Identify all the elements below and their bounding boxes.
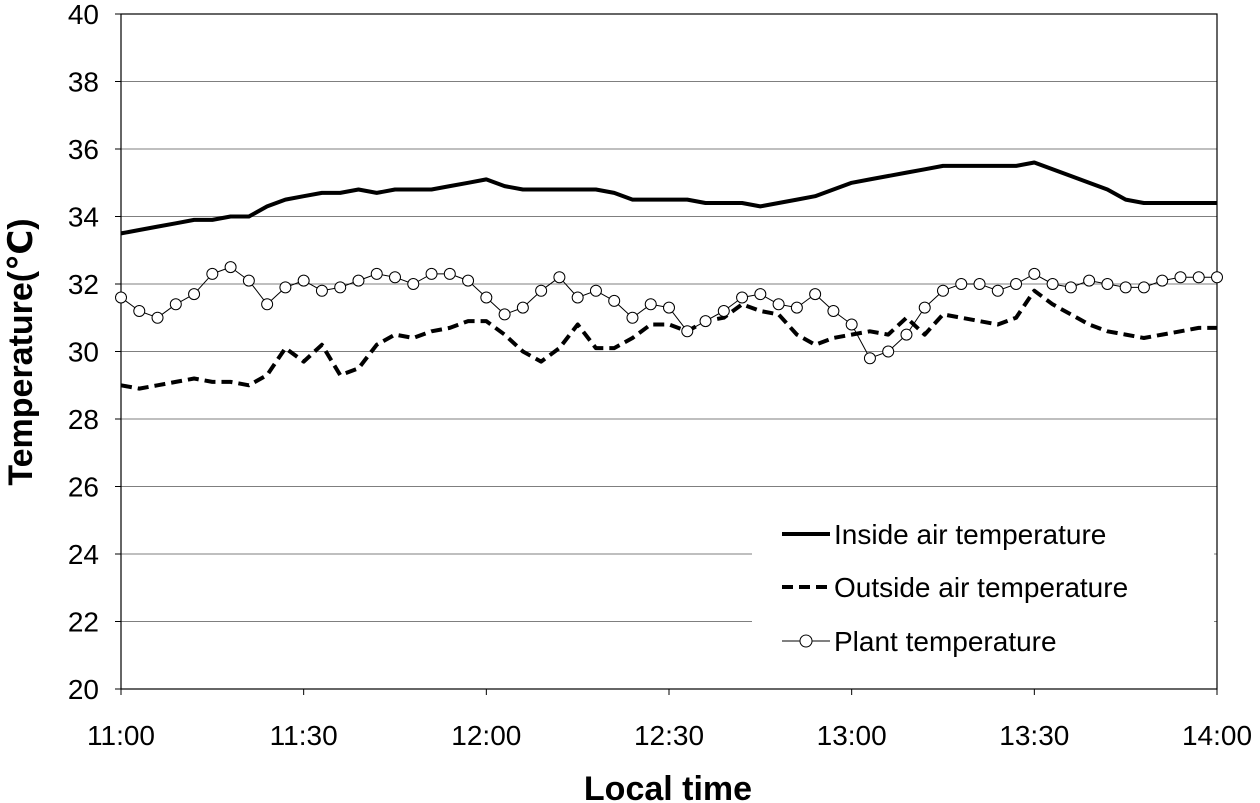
y-tick-label-38: 38	[68, 67, 99, 98]
y-axis-title: Temperature(℃)	[2, 218, 40, 485]
plant-temp-point-3	[169, 298, 182, 311]
y-tick-label-22: 22	[68, 607, 99, 638]
plant-temp-point-47	[973, 278, 986, 290]
y-tick-label-32: 32	[68, 269, 99, 300]
plant-temp-point-48	[991, 284, 1004, 297]
plant-temp-point-13	[352, 274, 365, 287]
legend-swatch-plant-marker	[799, 634, 813, 648]
plant-temp-point-1	[133, 305, 146, 317]
x-tick-label-11:30: 11:30	[270, 720, 338, 751]
plant-temp-point-8	[261, 298, 274, 311]
plant-temp-point-7	[242, 274, 255, 287]
plant-temp-point-4	[188, 288, 201, 301]
plant-temp-point-6	[224, 261, 237, 274]
plant-temp-point-44	[918, 301, 931, 314]
plant-temp-point-60	[1211, 271, 1223, 284]
plant-temp-point-11	[315, 284, 328, 297]
data-series	[115, 160, 1223, 391]
plant-temp-point-31	[681, 325, 694, 338]
plant-temp-point-9	[279, 281, 292, 294]
y-tick-label-26: 26	[68, 472, 99, 503]
plant-temp-point-16	[407, 278, 420, 290]
y-tick-label-20: 20	[68, 674, 99, 705]
plant-temp-point-33	[717, 305, 730, 317]
x-tick-label-13:00: 13:00	[817, 720, 887, 751]
plant-temp-point-10	[297, 274, 310, 287]
x-axis-title: Local time	[584, 770, 752, 803]
legend-label-outside: Outside air temperature	[834, 572, 1128, 603]
plant-temp-point-2	[151, 311, 164, 324]
plant-temp-point-20	[480, 291, 493, 304]
plant-temp-point-0	[115, 291, 127, 304]
plant-temp-point-54	[1101, 278, 1114, 290]
x-axis-tick-labels: 11:00 11:30 12:00 12:30 13:00 13:30 14:00	[87, 720, 1252, 751]
plant-temp-point-50	[1028, 267, 1041, 280]
y-tick-label-30: 30	[68, 337, 99, 368]
legend-label-inside: Inside air temperature	[834, 519, 1106, 550]
series-line-inside-air-temperature	[120, 160, 1217, 236]
plant-temp-point-38	[809, 288, 822, 301]
plant-temp-point-59	[1192, 271, 1205, 284]
x-tick-label-14:00: 14:00	[1182, 720, 1252, 751]
y-tick-label-40: 40	[68, 0, 99, 30]
plant-temp-point-37	[790, 301, 803, 314]
plant-temp-point-14	[370, 267, 383, 280]
plant-temp-point-51	[1046, 278, 1059, 290]
x-tick-label-12:30: 12:30	[634, 720, 704, 751]
plant-temp-point-40	[845, 318, 858, 331]
plot-area-frame	[120, 13, 1218, 690]
series-line-outside-air-temperature	[120, 288, 1217, 391]
x-tick-label-12:00: 12:00	[451, 720, 521, 751]
plant-temp-point-18	[443, 267, 456, 280]
y-tick-label-34: 34	[68, 202, 99, 233]
plant-temp-point-19	[462, 274, 475, 287]
legend: Inside air temperature Outside air tempe…	[752, 500, 1214, 685]
plant-temp-point-42	[882, 345, 895, 358]
plant-temp-point-5	[206, 267, 219, 280]
y-tick-label-24: 24	[68, 539, 99, 570]
plant-temp-point-27	[608, 294, 621, 307]
plant-temp-point-23	[535, 284, 548, 297]
plant-temp-point-39	[827, 305, 840, 317]
x-tick-label-13:30: 13:30	[999, 720, 1069, 751]
plant-temp-point-53	[1083, 274, 1096, 287]
plant-temp-point-17	[425, 267, 438, 280]
plant-temp-point-34	[736, 291, 749, 304]
plant-temp-point-21	[498, 308, 511, 321]
plant-temp-point-28	[626, 311, 639, 324]
legend-background	[752, 500, 1214, 685]
y-tick-label-36: 36	[68, 134, 99, 165]
plant-temp-point-52	[1064, 281, 1077, 294]
y-tick-label-28: 28	[68, 404, 99, 435]
plant-temp-point-55	[1119, 281, 1132, 294]
plant-temp-point-56	[1137, 281, 1150, 294]
plant-temp-point-24	[553, 271, 566, 284]
plant-temp-point-22	[516, 301, 529, 314]
plant-temp-point-25	[571, 291, 584, 304]
x-tick-label-11:00: 11:00	[87, 720, 155, 751]
plant-temp-point-45	[937, 284, 949, 297]
plant-temp-point-12	[334, 281, 347, 294]
plant-temp-point-35	[754, 288, 767, 301]
plant-temp-point-15	[389, 271, 401, 284]
plant-temp-point-57	[1156, 274, 1169, 287]
plant-temp-point-49	[1010, 278, 1023, 290]
plant-temp-point-58	[1174, 271, 1187, 284]
plant-temp-point-43	[900, 328, 913, 341]
plant-temp-point-41	[863, 352, 876, 365]
legend-label-plant: Plant temperature	[834, 626, 1057, 657]
y-axis-tick-labels: 20 22 24 26 28 30 32 34 36 38 40	[68, 0, 99, 705]
plant-temp-point-36	[772, 298, 785, 311]
plant-temp-point-32	[699, 315, 712, 328]
plant-temp-point-46	[955, 278, 968, 290]
plant-temp-point-30	[663, 301, 675, 314]
plant-temp-point-26	[589, 284, 602, 297]
gridlines	[115, 13, 1218, 695]
plant-temp-point-29	[644, 298, 657, 311]
